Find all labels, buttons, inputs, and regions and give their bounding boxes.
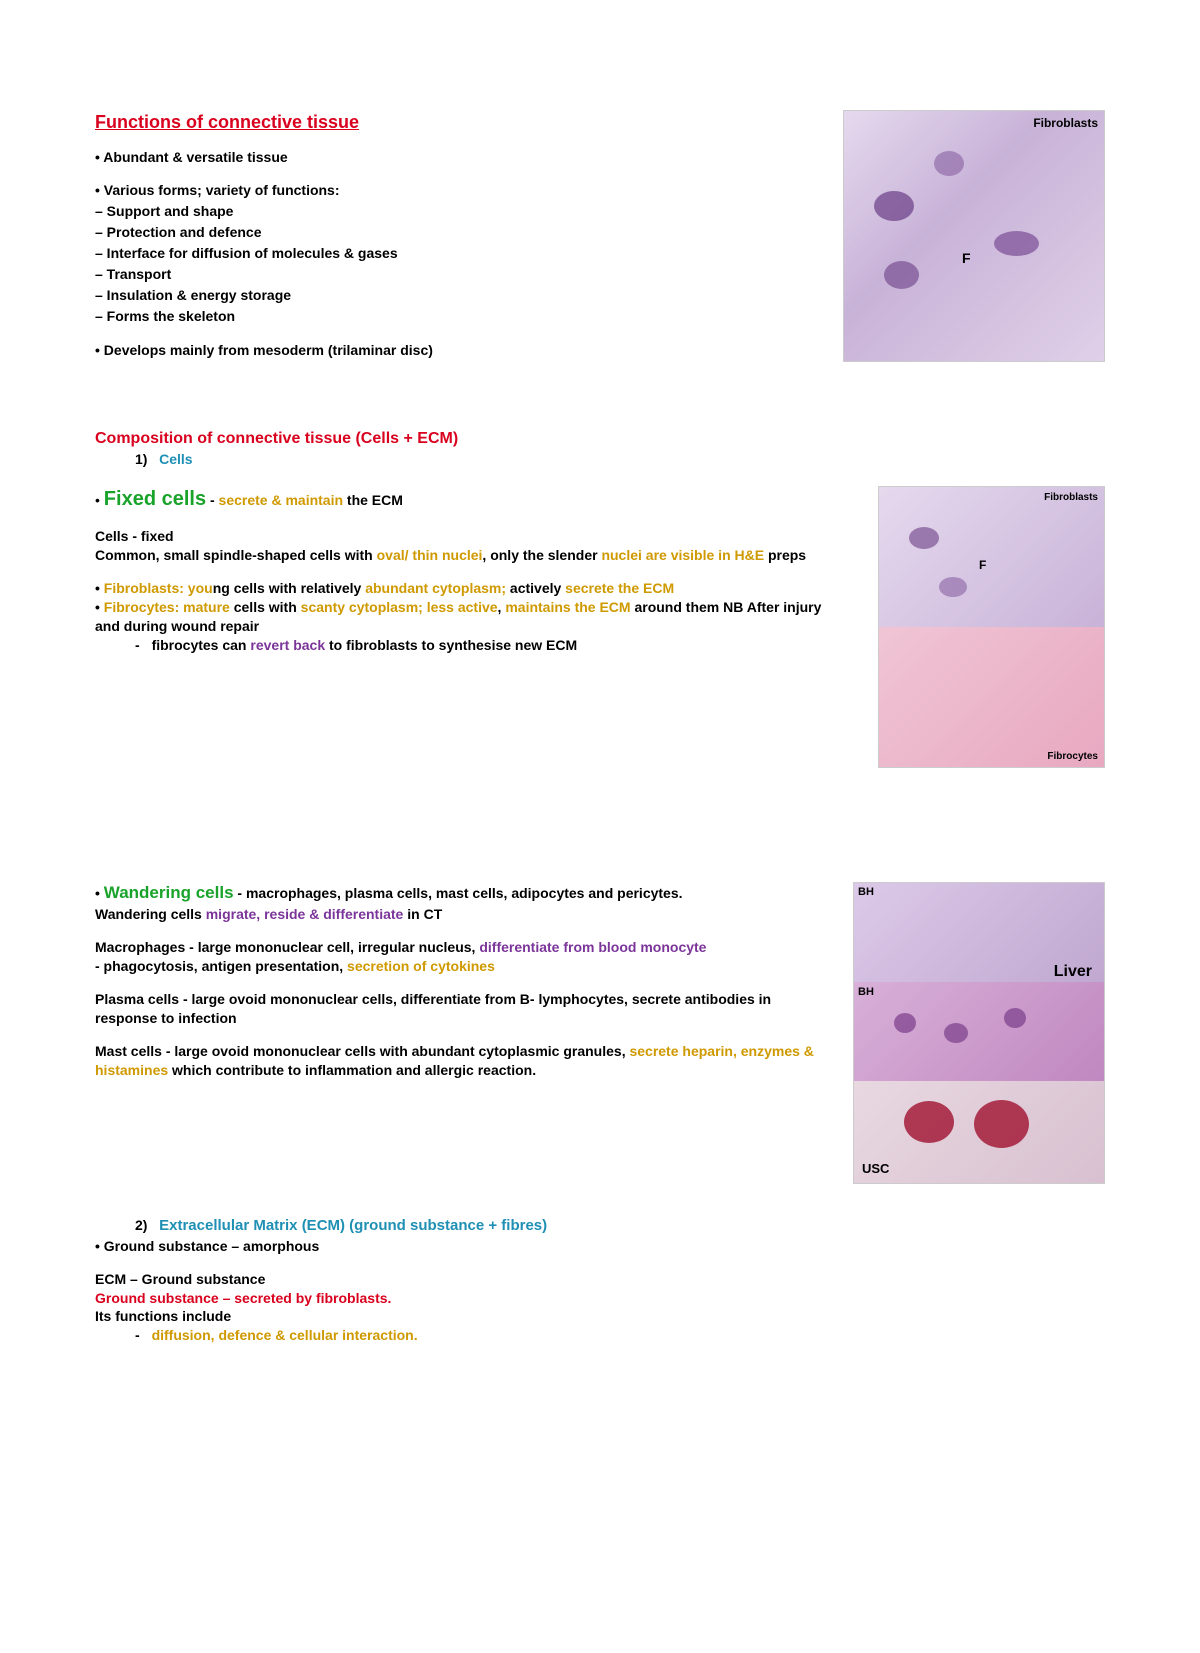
composition-title: Composition of connective tissue (Cells … [95,428,1105,450]
bullet-abundant: Abundant & versatile tissue [95,148,813,167]
wandering-title-line: • Wandering cells - macrophages, plasma … [95,882,823,905]
dash-protection: – Protection and defence [95,223,813,242]
wandering-migrate: Wandering cells migrate, reside & differ… [95,905,823,924]
ecm-ground-head: ECM – Ground substance [95,1270,1105,1289]
dash-support: – Support and shape [95,202,813,221]
ground-func-head: Its functions include [95,1307,1105,1326]
cells-fixed-head: Cells - fixed [95,527,848,546]
fixed-gold: secrete & maintain [219,492,344,508]
section-functions: Functions of connective tissue Abundant … [95,110,1105,362]
macrophages-line: Macrophages - large mononuclear cell, ir… [95,938,823,957]
section-ecm: 2) Extracellular Matrix (ECM) (ground su… [95,1216,1105,1345]
macrophages-func: - phagocytosis, antigen presentation, se… [95,957,823,976]
bullet-mesoderm: Develops mainly from mesoderm (trilamina… [95,341,813,360]
dash-skeleton: – Forms the skeleton [95,307,813,326]
wandering-label: Wandering cells [104,883,234,902]
functions-title: Functions of connective tissue [95,110,813,134]
cells-fixed-desc: Common, small spindle-shaped cells with … [95,546,848,565]
ground-secreted: Ground substance – secreted by fibroblas… [95,1289,1105,1308]
image-fibroblasts-2: Fibroblasts F Fibrocytes [878,486,1105,768]
img2-label-f: F [979,557,986,573]
dash-interface: – Interface for diffusion of molecules &… [95,244,813,263]
fibroblasts-line: • Fibroblasts: young cells with relative… [95,579,848,598]
img3-bh1: BH [858,885,874,900]
composition-num1: 1) Cells [95,450,1105,469]
mast-cells: Mast cells - large ovoid mononuclear cel… [95,1042,823,1080]
ecm-num: 2) Extracellular Matrix (ECM) (ground su… [95,1216,1105,1236]
image-fibroblasts-1: Fibroblasts F [843,110,1105,362]
img3-liver: Liver [1054,961,1092,983]
ecm-title: Extracellular Matrix (ECM) (ground subst… [159,1217,547,1234]
section-wandering: • Wandering cells - macrophages, plasma … [95,882,1105,1184]
cells-label: Cells [159,451,192,467]
dash-insulation: – Insulation & energy storage [95,286,813,305]
fixed-cells-line: • Fixed cells - secrete & maintain the E… [95,486,848,513]
section-fixed-cells: • Fixed cells - secrete & maintain the E… [95,486,1105,768]
fixed-cells-text: • Fixed cells - secrete & maintain the E… [95,486,848,654]
img3-usc: USC [862,1160,889,1178]
fibrocytes-line: • Fibrocytes: mature cells with scanty c… [95,598,848,636]
img1-label-f: F [962,249,971,268]
image-wandering: BH Liver BH USC [853,882,1105,1184]
plasma-cells: Plasma cells - large ovoid mononuclear c… [95,990,823,1028]
img2-label-fibrocytes: Fibrocytes [1047,750,1098,764]
bullet-forms: Various forms; variety of functions: [95,181,813,200]
revert-line: fibrocytes can revert back to fibroblast… [95,636,848,655]
img1-label-fibroblasts: Fibroblasts [1033,115,1098,131]
ground-func-list: diffusion, defence & cellular interactio… [95,1326,1105,1345]
wandering-text: • Wandering cells - macrophages, plasma … [95,882,823,1079]
functions-text: Functions of connective tissue Abundant … [95,110,813,360]
dash-transport: – Transport [95,265,813,284]
img2-label-fibroblasts: Fibroblasts [1044,491,1098,505]
section-composition: Composition of connective tissue (Cells … [95,428,1105,468]
fixed-cells-label: Fixed cells [104,488,206,510]
ground-amorphous: Ground substance – amorphous [95,1237,1105,1256]
img3-bh2: BH [858,985,874,1000]
